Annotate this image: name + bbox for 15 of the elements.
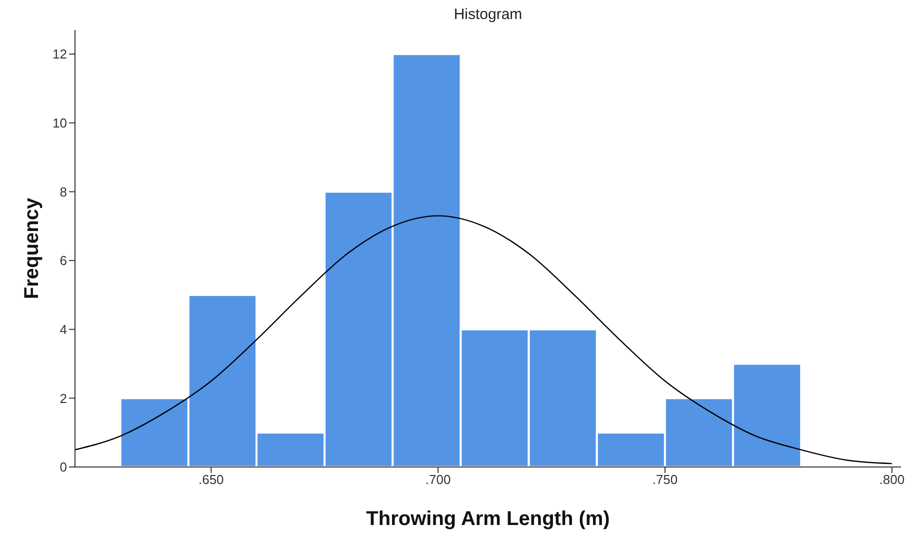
x-tick-label: .650 [198,472,224,488]
x-axis-title: Throwing Arm Length (m) [366,508,610,530]
line-series [75,215,893,464]
y-tick-label: 12 [52,46,67,62]
y-tick-label: 4 [60,322,67,337]
x-tick-label: .700 [425,472,451,488]
y-axis-title: Frequency [21,197,44,300]
y-tick-label: 8 [60,184,67,200]
y-tick-label: 0 [60,460,67,475]
chart-title: Histogram [452,6,524,23]
x-tick-label: .800 [879,472,905,488]
y-tick-label: 10 [52,116,67,131]
x-tick-label: .750 [652,472,678,488]
y-tick-label: 6 [60,253,67,268]
y-tick-label: 2 [60,390,67,406]
